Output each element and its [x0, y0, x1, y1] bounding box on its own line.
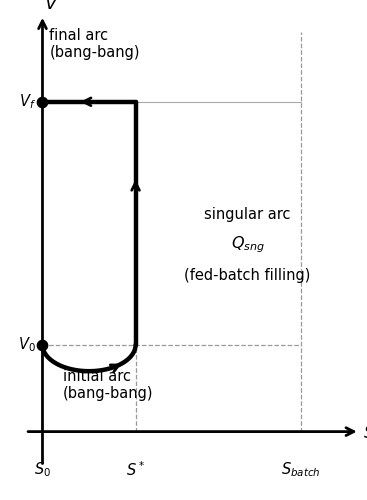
- Text: $S_0$: $S_0$: [34, 460, 51, 478]
- Text: singular arc: singular arc: [204, 207, 291, 222]
- Text: $V_f$: $V_f$: [19, 92, 36, 111]
- Text: $S^*$: $S^*$: [126, 460, 145, 478]
- Point: [40, 98, 46, 106]
- Text: $S_{batch}$: $S_{batch}$: [281, 460, 321, 478]
- Text: final arc
(bang-bang): final arc (bang-bang): [50, 28, 140, 60]
- Text: $V_0$: $V_0$: [18, 336, 36, 354]
- Text: $S$: $S$: [363, 424, 367, 442]
- Text: (fed-batch filling): (fed-batch filling): [185, 268, 311, 283]
- Text: $V$: $V$: [44, 0, 59, 13]
- Text: initial arc
(bang-bang): initial arc (bang-bang): [63, 368, 154, 401]
- Text: $Q_{sng}$: $Q_{sng}$: [230, 234, 265, 256]
- Point: [40, 341, 46, 349]
